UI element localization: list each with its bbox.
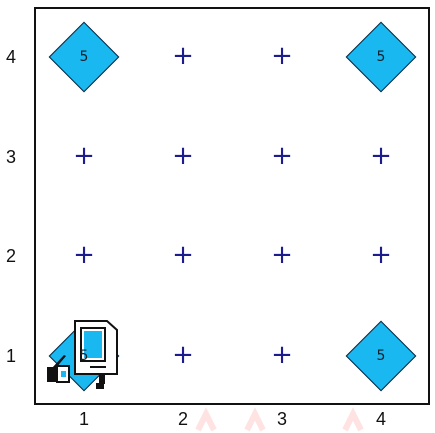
empty-cell: +	[341, 216, 421, 296]
grid-marker-icon: +	[172, 41, 194, 71]
karel-robot-icon	[47, 320, 118, 389]
grid-marker-icon: +	[271, 141, 293, 171]
grid-marker-icon: +	[271, 340, 293, 370]
empty-cell: +	[242, 316, 322, 396]
grid-marker-icon: +	[172, 240, 194, 270]
y-axis-label: 1	[6, 346, 17, 366]
x-axis-label: 4	[376, 409, 387, 429]
beeper-count: 5	[376, 49, 386, 65]
grid-marker-icon: +	[172, 340, 194, 370]
x-axis-label: 1	[79, 409, 90, 429]
grid-marker-icon: +	[370, 240, 392, 270]
empty-cell: +	[242, 17, 322, 97]
beeper-count: 5	[79, 49, 89, 65]
grid-marker-icon: +	[73, 240, 95, 270]
beeper-cell: 5	[44, 316, 124, 396]
empty-cell: +	[143, 316, 223, 396]
y-axis-label: 4	[6, 47, 17, 67]
grid-marker-icon: +	[73, 141, 95, 171]
x-axis-label: 2	[178, 409, 189, 429]
beeper-cell: 5	[341, 316, 421, 396]
beeper-cell: 5	[341, 17, 421, 97]
grid-marker-icon: +	[271, 41, 293, 71]
grid-marker-icon: +	[370, 141, 392, 171]
empty-cell: +	[341, 117, 421, 197]
beeper-count: 5	[376, 348, 386, 364]
empty-cell: +	[143, 117, 223, 197]
y-axis-label: 2	[6, 246, 17, 266]
beeper-cell: 5	[44, 17, 124, 97]
x-axis-label: 3	[277, 409, 288, 429]
y-axis-label: 3	[6, 147, 17, 167]
empty-cell: +	[44, 117, 124, 197]
empty-cell: +	[143, 216, 223, 296]
empty-cell: +	[143, 17, 223, 97]
empty-cell: +	[44, 216, 124, 296]
empty-cell: +	[242, 216, 322, 296]
grid-marker-icon: +	[172, 141, 194, 171]
grid-marker-icon: +	[271, 240, 293, 270]
empty-cell: +	[242, 117, 322, 197]
beeper-count: 5	[79, 348, 89, 364]
